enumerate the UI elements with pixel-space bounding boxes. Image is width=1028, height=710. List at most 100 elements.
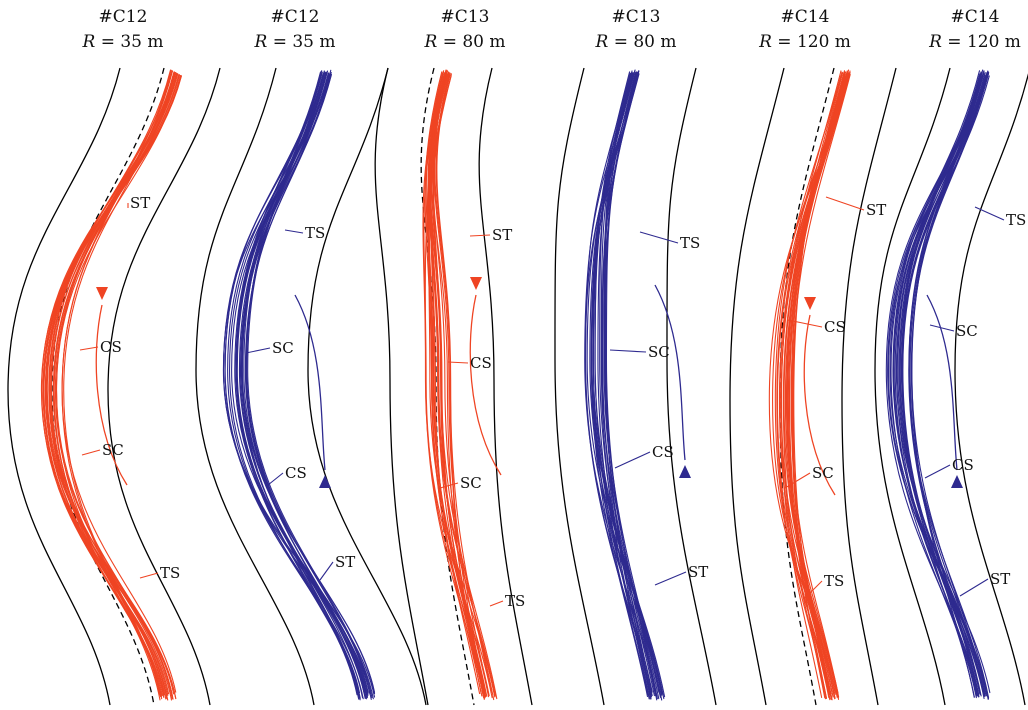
label-leader xyxy=(804,580,823,599)
point-label-cs: CS xyxy=(100,338,122,356)
direction-arrow xyxy=(469,294,502,476)
trajectory-line xyxy=(61,69,172,696)
trajectory-line xyxy=(893,75,987,697)
label-leader xyxy=(489,600,504,607)
trajectory-line xyxy=(235,71,361,701)
label-leader xyxy=(924,464,951,479)
label-leader xyxy=(654,571,687,586)
arrow-head-icon xyxy=(679,465,691,478)
panel-radius: R = 35 m xyxy=(81,32,163,52)
label-leader xyxy=(267,472,284,486)
panel-title: #C12 xyxy=(271,7,320,27)
trajectory-line xyxy=(48,69,173,701)
trajectory-line xyxy=(790,71,845,701)
point-label-st: ST xyxy=(335,553,355,571)
label-leader xyxy=(787,319,823,328)
label-leader xyxy=(609,349,647,353)
trajectory-line xyxy=(55,71,175,696)
point-label-ts: TS xyxy=(1006,211,1026,229)
label-leader xyxy=(469,234,491,237)
trajectory-line xyxy=(243,70,369,698)
road-left-edge xyxy=(7,67,121,706)
label-leader xyxy=(319,561,334,581)
label-leader xyxy=(139,572,159,579)
trajectory-line xyxy=(589,69,661,696)
point-label-ts: TS xyxy=(680,234,700,252)
trajectory-line xyxy=(46,70,173,697)
trajectory-line xyxy=(585,74,653,698)
trajectory-line xyxy=(54,72,178,697)
road-left-edge xyxy=(729,67,785,706)
trajectory-line xyxy=(894,69,984,697)
road-left-edge xyxy=(874,67,951,706)
arrow-head-icon xyxy=(804,297,816,310)
trajectory-line xyxy=(236,70,366,699)
trajectory-line xyxy=(241,72,360,700)
point-label-sc: SC xyxy=(102,441,124,459)
trajectory-line xyxy=(238,72,367,700)
trajectory-line xyxy=(50,71,176,700)
trajectory-line xyxy=(48,71,175,700)
panel-4: #C13 R = 80 m TS SC CS ST xyxy=(554,7,717,706)
panel-title: #C12 xyxy=(99,7,148,27)
panel-title: #C14 xyxy=(951,7,1000,27)
point-label-ts: TS xyxy=(305,224,325,242)
road-right-edge xyxy=(954,73,1028,706)
trajectory-line xyxy=(43,74,182,697)
trajectory-line xyxy=(55,75,182,700)
trajectory-line xyxy=(898,75,983,695)
point-label-ts: TS xyxy=(505,592,525,610)
panel-title: #C14 xyxy=(781,7,830,27)
label-leader xyxy=(614,451,651,469)
trajectory-line xyxy=(785,71,849,700)
trajectory-line xyxy=(44,73,179,696)
point-label-cs: CS xyxy=(652,443,674,461)
point-label-ts: TS xyxy=(160,564,180,582)
trajectory-line xyxy=(605,70,658,700)
panel-2: #C12 R = 35 m TS SC CS ST xyxy=(195,7,427,706)
trajectory-line xyxy=(42,72,176,695)
point-label-st: ST xyxy=(492,226,512,244)
trajectory-line xyxy=(791,74,851,695)
trajectory-line xyxy=(53,72,178,701)
trajectory-line xyxy=(786,70,846,700)
label-leader xyxy=(245,347,271,354)
panel-radius: R = 35 m xyxy=(253,32,335,52)
road-centerline xyxy=(420,67,475,706)
point-label-st: ST xyxy=(866,201,886,219)
trajectory-line xyxy=(899,72,986,697)
label-leader xyxy=(439,482,459,489)
panel-radius: R = 120 m xyxy=(758,32,851,52)
trajectory-line xyxy=(46,72,176,700)
road-centerline xyxy=(779,67,835,706)
point-label-cs: CS xyxy=(952,456,974,474)
direction-arrow xyxy=(654,284,686,461)
panel-3: #C13 R = 80 m ST CS SC TS xyxy=(374,7,533,706)
point-label-sc: SC xyxy=(272,339,294,357)
road-right-edge xyxy=(841,67,897,706)
trajectory-line xyxy=(44,75,182,693)
trajectory-line xyxy=(787,73,848,693)
trajectory-line xyxy=(893,70,985,700)
label-leader xyxy=(784,472,811,489)
direction-arrow xyxy=(926,294,958,471)
trajectory-line xyxy=(235,74,369,696)
point-label-cs: CS xyxy=(285,464,307,482)
panel-title: #C13 xyxy=(441,7,490,27)
point-label-sc: SC xyxy=(460,474,482,492)
road-left-edge xyxy=(195,67,315,706)
trajectory-line xyxy=(901,71,988,696)
label-leader xyxy=(929,324,955,332)
trajectory-line xyxy=(887,71,989,700)
point-label-sc: SC xyxy=(956,322,978,340)
trajectory-line xyxy=(892,70,988,695)
trajectory-line xyxy=(789,69,850,701)
trajectory-line xyxy=(45,70,177,700)
trajectory-line xyxy=(50,73,179,698)
trajectory-line xyxy=(245,74,365,694)
trajectory-line xyxy=(428,71,483,697)
panel-6: #C14 R = 120 m TS SC CS ST xyxy=(874,7,1028,706)
road-left-edge xyxy=(554,67,605,706)
arrow-head-icon xyxy=(951,475,963,488)
point-label-st: ST xyxy=(130,194,150,212)
